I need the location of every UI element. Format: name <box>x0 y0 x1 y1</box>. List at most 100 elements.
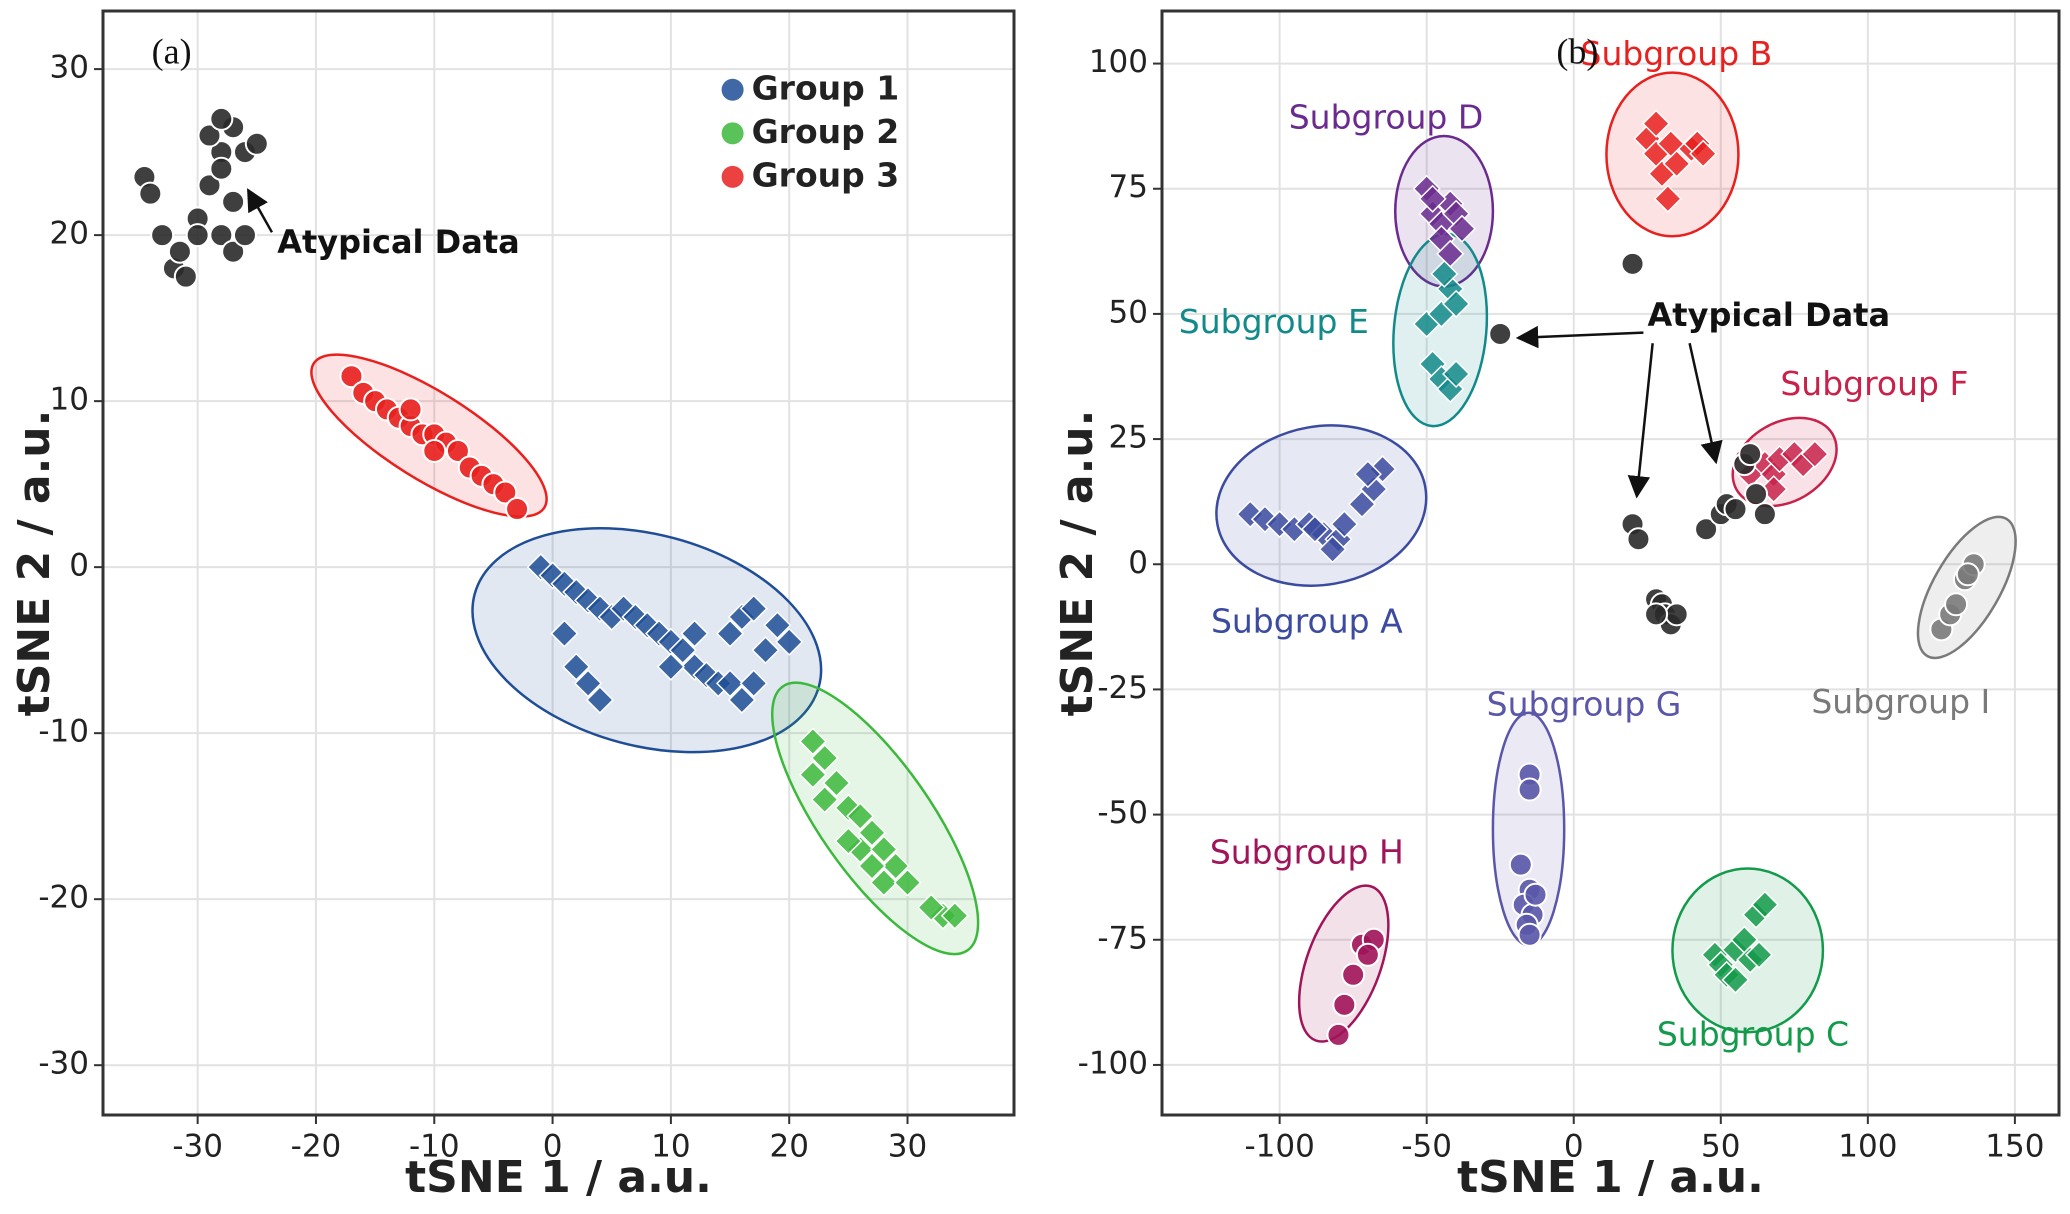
y-tick-label: -50 <box>1097 795 1148 831</box>
point <box>715 669 745 698</box>
point <box>339 364 364 389</box>
point <box>810 744 839 773</box>
point <box>1517 922 1542 947</box>
point <box>1738 442 1763 467</box>
point <box>244 131 269 156</box>
point <box>727 685 756 715</box>
x-tick-label: -20 <box>291 1129 342 1165</box>
y-tick-label: -20 <box>38 880 89 916</box>
point <box>739 594 768 623</box>
y-axis-title: tSNE 2 / a.u. <box>9 410 60 717</box>
point <box>574 669 603 698</box>
point <box>209 223 234 248</box>
point <box>1300 515 1329 544</box>
point <box>1653 184 1682 213</box>
point <box>834 827 863 856</box>
annotation-arrow <box>247 188 274 233</box>
point <box>150 223 175 248</box>
point <box>505 497 530 522</box>
point <box>1442 289 1471 318</box>
x-axis-title: tSNE 1 / a.u. <box>1457 1152 1764 1203</box>
point <box>1517 777 1542 802</box>
point <box>1332 992 1357 1017</box>
y-tick-label: -10 <box>38 714 89 750</box>
point <box>656 652 685 681</box>
annotation-arrow <box>1627 343 1654 499</box>
x-tick-label: 0 <box>543 1129 563 1165</box>
panel: -100 -50 0 50 100 150 -100 -75 -50 -25 0 25 50 75 100 S… <box>1052 9 2061 1203</box>
point <box>221 239 246 264</box>
point <box>739 669 768 698</box>
point <box>1662 149 1691 178</box>
point <box>917 893 946 922</box>
series-label: Subgroup F <box>1780 364 1968 403</box>
point <box>445 438 470 463</box>
series-label: Subgroup I <box>1811 682 1990 721</box>
x-tick-label: -100 <box>1244 1129 1314 1165</box>
point <box>1955 562 1980 587</box>
point <box>1430 259 1459 288</box>
point <box>798 760 827 789</box>
point <box>1800 440 1829 469</box>
point <box>221 189 246 214</box>
point <box>493 480 518 505</box>
y-tick-label: 100 <box>1089 44 1148 80</box>
legend-label: Group 1 <box>752 68 900 107</box>
point <box>550 619 579 648</box>
point <box>1721 965 1750 994</box>
x-tick-label: 0 <box>1564 1129 1584 1165</box>
plot-frame <box>1160 9 2061 1117</box>
point <box>1353 460 1382 489</box>
cluster-ellipse <box>1297 884 1390 1043</box>
y-tick-label: 20 <box>50 216 89 252</box>
point <box>798 727 827 756</box>
plot-frame <box>101 9 1016 1117</box>
legend-label: Group 2 <box>752 112 900 151</box>
point <box>209 156 234 181</box>
point <box>1689 139 1718 168</box>
point <box>197 173 222 198</box>
y-tick-label: 50 <box>1109 294 1148 330</box>
annotation-arrow <box>1515 325 1644 349</box>
point <box>138 181 163 206</box>
point <box>857 818 887 847</box>
x-tick-label: 30 <box>888 1129 927 1165</box>
point <box>1355 942 1380 967</box>
point <box>1523 882 1548 907</box>
point <box>680 619 709 648</box>
point <box>822 768 851 798</box>
x-tick-label: 150 <box>1985 1129 2044 1165</box>
legend-label: Group 3 <box>752 155 900 194</box>
legend-marker <box>721 122 744 145</box>
point <box>1644 602 1669 627</box>
point <box>846 802 875 831</box>
point <box>940 901 969 930</box>
point <box>763 611 792 640</box>
point <box>775 627 804 656</box>
point <box>398 397 423 422</box>
point <box>167 239 192 264</box>
point <box>668 636 697 665</box>
series-label: Subgroup D <box>1289 97 1484 136</box>
point <box>232 223 257 248</box>
annotation: Atypical Data <box>1648 296 1891 334</box>
y-tick-label: 0 <box>1128 545 1148 581</box>
panel-label: (a) <box>152 32 192 72</box>
point <box>1744 940 1774 969</box>
point <box>1750 890 1779 919</box>
y-axis-title: tSNE 2 / a.u. <box>1052 410 1103 717</box>
panel: -30 -20 -10 0 10 20 30 -30 -20 -10 0 10 20 30 Group 1 G… <box>9 9 1016 1203</box>
point <box>1642 109 1671 138</box>
point <box>1488 321 1513 346</box>
point <box>1752 502 1777 527</box>
point <box>751 636 780 665</box>
point <box>715 619 745 648</box>
point <box>422 438 447 463</box>
y-tick-label: 25 <box>1109 420 1148 456</box>
point <box>893 868 922 897</box>
y-tick-label: -30 <box>38 1046 89 1082</box>
point <box>857 851 887 881</box>
legend-marker <box>721 78 744 101</box>
